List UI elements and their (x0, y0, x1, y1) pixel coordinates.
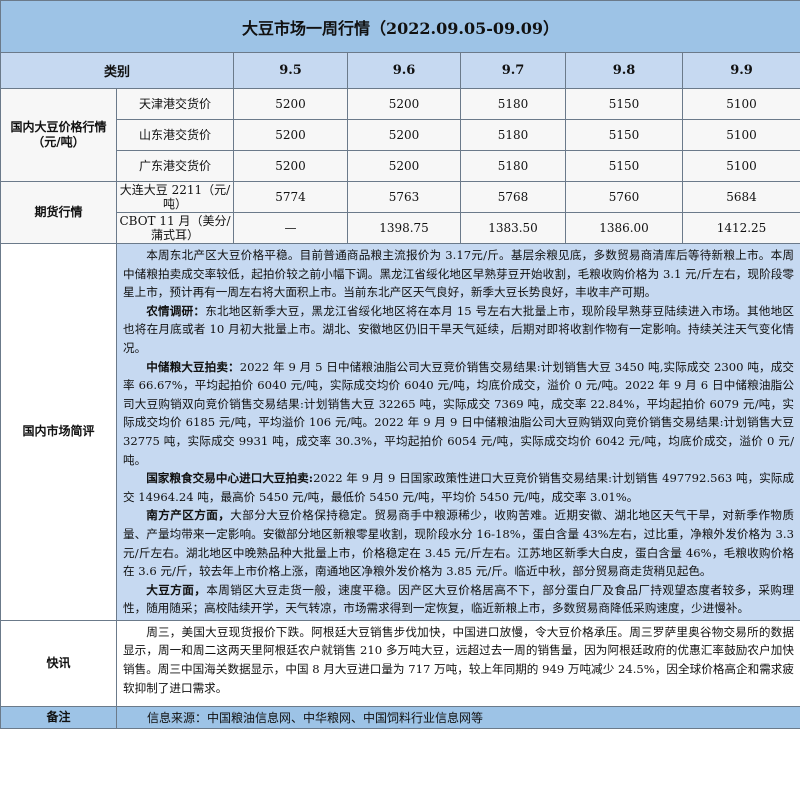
news-label: 快讯 (0, 619, 117, 707)
price-cell: 5100 (682, 119, 800, 151)
note-row: 备注 信息来源：中国粮油信息网、中华粮网、中国饲料行业信息网等 (0, 705, 800, 729)
price-cell: 5150 (565, 119, 683, 151)
page-title: 大豆市场一周行情（2022.09.05-09.09） (0, 0, 800, 53)
commentary-paragraph: 中储粮大豆拍卖：2022 年 9 月 5 日中储粮油脂公司大豆竞价销售交易结果:… (123, 359, 794, 467)
price-cell: 5200 (233, 119, 348, 151)
price-cell: 5150 (565, 150, 683, 182)
table-row: CBOT 11 月（美分/蒲式耳） — 1398.75 1383.50 1386… (1, 212, 800, 244)
table-row: 山东港交货价 5200 5200 5180 5150 5100 (1, 119, 800, 151)
note-text: 信息来源：中国粮油信息网、中华粮网、中国饲料行业信息网等 (116, 705, 800, 729)
header-row: 类别 9.5 9.6 9.7 9.8 9.9 (0, 52, 800, 89)
date-header: 9.6 (347, 52, 461, 89)
date-header: 9.7 (460, 52, 566, 89)
table-row: 期货行情 大连大豆 2211（元/吨） 5774 5763 5768 5760 … (0, 181, 800, 244)
note-label: 备注 (0, 705, 117, 729)
price-cell: 1386.00 (565, 212, 683, 244)
price-cell: — (233, 212, 348, 244)
commentary-paragraph: 国家粮食交易中心进口大豆拍卖:2022 年 9 月 9 日国家政策性进口大豆竞价… (123, 471, 795, 504)
commentary-paragraph: 南方产区方面，大部分大豆价格保持稳定。贸易商手中粮源稀少，收购苦难。近期安徽、湖… (123, 508, 794, 579)
row-name: 山东港交货价 (116, 119, 234, 151)
row-name: 广东港交货价 (116, 150, 234, 182)
price-cell: 5180 (460, 150, 566, 182)
price-cell: 1398.75 (347, 212, 461, 244)
price-cell: 5100 (682, 150, 800, 182)
table-row: 广东港交货价 5200 5200 5180 5150 5100 (1, 150, 800, 182)
news-row: 快讯 周三，美国大豆现货报价下跌。阿根廷大豆销售步伐加快，中国进口放慢，令大豆价… (0, 619, 800, 707)
date-header: 9.9 (682, 52, 800, 89)
price-cell: 5774 (233, 181, 348, 213)
date-header: 9.8 (565, 52, 683, 89)
price-cell: 5150 (565, 88, 683, 120)
commentary-row: 国内市场简评 本周东北产区大豆价格平稳。目前普通商品粮主流报价为 3.17元/斤… (0, 243, 800, 621)
news-text: 周三，美国大豆现货报价下跌。阿根廷大豆销售步伐加快，中国进口放慢，令大豆价格承压… (116, 619, 800, 707)
commentary-text: 本周东北产区大豆价格平稳。目前普通商品粮主流报价为 3.17元/斤。基层余粮见底… (116, 243, 800, 621)
commentary-paragraph: 农情调研：东北地区新季大豆，黑龙江省绥化地区将在本月 15 号左右大批量上市，现… (123, 303, 794, 355)
price-cell: 5200 (233, 150, 348, 182)
futures-label: 期货行情 (0, 181, 117, 244)
price-cell: 5200 (347, 150, 461, 182)
price-cell: 5180 (460, 88, 566, 120)
price-cell: 5760 (565, 181, 683, 213)
date-header: 9.5 (233, 52, 348, 89)
row-name: CBOT 11 月（美分/蒲式耳） (116, 212, 234, 244)
soybean-market-table: 大豆市场一周行情（2022.09.05-09.09） 类别 9.5 9.6 9.… (0, 0, 800, 729)
table-row: 国内大豆价格行情（元/吨） 天津港交货价 5200 5200 5180 5150… (0, 88, 800, 182)
commentary-paragraph: 本周东北产区大豆价格平稳。目前普通商品粮主流报价为 3.17元/斤。基层余粮见底… (123, 248, 794, 300)
price-cell: 5684 (682, 181, 800, 213)
price-cell: 5100 (682, 88, 800, 120)
row-name: 天津港交货价 (116, 88, 234, 120)
price-cell: 5200 (233, 88, 348, 120)
commentary-label: 国内市场简评 (0, 243, 117, 621)
category-header: 类别 (0, 52, 234, 89)
price-cell: 1383.50 (460, 212, 566, 244)
domestic-price-label: 国内大豆价格行情（元/吨） (0, 88, 117, 182)
price-cell: 5180 (460, 119, 566, 151)
price-cell: 5763 (347, 181, 461, 213)
price-cell: 1412.25 (682, 212, 800, 244)
price-cell: 5768 (460, 181, 566, 213)
commentary-paragraph: 大豆方面，本周销区大豆走货一般，速度平稳。因产区大豆价格居高不下，部分蛋白厂及食… (123, 582, 794, 616)
row-name: 大连大豆 2211（元/吨） (116, 181, 234, 213)
price-cell: 5200 (347, 119, 461, 151)
price-cell: 5200 (347, 88, 461, 120)
